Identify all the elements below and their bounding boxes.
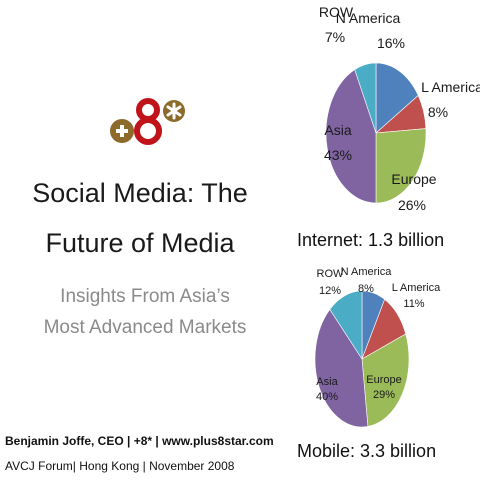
slide-subtitle-line1: Insights From Asia’s <box>60 286 230 307</box>
plus8star-logo <box>110 98 185 145</box>
internet-value-asia: 43% <box>324 147 352 163</box>
mobile-slice-asia <box>314 308 369 428</box>
mobile-value-row: 12% <box>319 285 341 297</box>
internet-value-row: 7% <box>325 29 345 45</box>
mobile-value-n-america: 8% <box>358 283 374 295</box>
mobile-label-asia: Asia <box>316 376 338 388</box>
internet-slice-n-america <box>375 62 419 134</box>
mobile-label-n-america: N America <box>341 266 393 278</box>
mobile-caption: Mobile: 3.3 billion <box>297 441 437 461</box>
mobile-slice-row <box>329 290 363 361</box>
mobile-slice-europe <box>361 333 410 427</box>
internet-label-europe: Europe <box>391 171 436 187</box>
internet-slice-europe <box>375 128 427 204</box>
slide-title-line2: Future of Media <box>45 228 235 258</box>
slide-title-line1: Social Media: The <box>32 178 248 208</box>
internet-value-l-america: 8% <box>428 104 448 120</box>
logo-star <box>163 100 185 122</box>
internet-slice-asia <box>325 69 377 204</box>
logo-eight <box>134 98 162 145</box>
mobile-value-l-america: 11% <box>403 298 424 310</box>
internet-slice-row <box>354 62 377 134</box>
internet-label-asia: Asia <box>324 122 351 138</box>
mobile-label-l-america: L America <box>392 282 441 294</box>
slide-subtitle-line2: Most Advanced Markets <box>43 317 247 338</box>
event-info: AVCJ Forum| Hong Kong | November 2008 <box>5 459 235 473</box>
mobile-label-europe: Europe <box>366 374 401 386</box>
internet-label-n-america: N America <box>336 10 401 26</box>
internet-value-n-america: 16% <box>377 35 405 51</box>
mobile-value-asia: 40% <box>316 391 338 403</box>
mobile-label-row: ROW <box>317 268 345 280</box>
logo-plus <box>110 119 134 143</box>
internet-value-europe: 26% <box>398 197 426 213</box>
author-credit: Benjamin Joffe, CEO | +8* | www.plus8sta… <box>5 434 274 448</box>
mobile-value-europe: 29% <box>373 389 395 401</box>
internet-caption: Internet: 1.3 billion <box>297 230 445 250</box>
internet-label-row: ROW <box>319 4 354 20</box>
internet-label-l-america: L America <box>421 79 480 95</box>
